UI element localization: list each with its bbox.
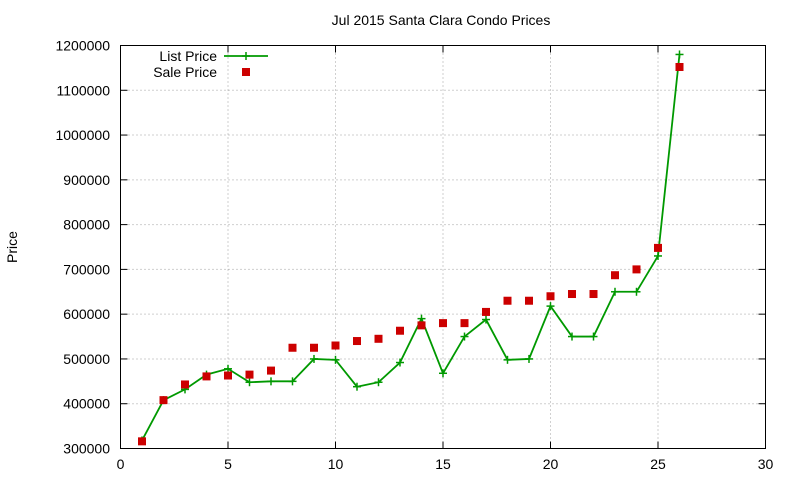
sale-price-point xyxy=(331,341,340,350)
y-tick-label: 300000 xyxy=(63,441,110,457)
sale-price-point xyxy=(396,326,404,335)
legend-marker-list-price xyxy=(242,52,250,60)
y-tick-label: 400000 xyxy=(63,396,110,412)
x-tick-label: 30 xyxy=(758,456,774,472)
axes: 300000 400000 500000 600000 700000 800000 9000… xyxy=(55,38,773,473)
sale-price-point xyxy=(374,334,383,343)
legend-marker-sale-price xyxy=(242,68,250,76)
list-price-point xyxy=(396,358,404,367)
list-price-point xyxy=(353,382,361,391)
sale-price-point xyxy=(589,290,598,299)
sale-price-point xyxy=(288,343,297,352)
sale-price-point xyxy=(525,296,533,305)
grid-lines xyxy=(120,45,766,449)
sale-price-point xyxy=(310,343,318,352)
sale-price-point xyxy=(460,319,469,328)
sale-price-point xyxy=(267,366,275,375)
list-price-point xyxy=(611,287,619,296)
sale-price-point xyxy=(181,380,189,389)
legend-label-sale-price: Sale Price xyxy=(153,64,217,80)
y-tick-label: 600000 xyxy=(63,306,110,322)
y-tick-label: 800000 xyxy=(63,217,110,233)
y-tick-label: 1000000 xyxy=(55,127,110,143)
sale-price-point xyxy=(611,271,619,280)
sale-price-point xyxy=(159,396,168,405)
list-price-point xyxy=(503,355,512,364)
y-tick-label: 900000 xyxy=(63,172,110,188)
y-axis-label: Price xyxy=(4,231,20,263)
list-price-point xyxy=(267,377,275,386)
sale-price-point xyxy=(224,371,232,380)
sale-price-point xyxy=(138,437,146,446)
list-price-line xyxy=(141,54,681,441)
list-price-point xyxy=(224,364,232,373)
sale-price-point xyxy=(202,372,211,381)
list-price-point xyxy=(546,302,555,311)
chart-title: Jul 2015 Santa Clara Condo Prices xyxy=(332,12,551,28)
list-price-point xyxy=(632,287,641,296)
x-tick-label: 0 xyxy=(117,456,125,472)
x-tick-label: 25 xyxy=(650,456,666,472)
sale-price-point xyxy=(568,290,576,299)
sale-price-point xyxy=(439,319,447,328)
list-price-point xyxy=(675,50,684,59)
x-tick-label: 15 xyxy=(435,456,451,472)
sale-price-point xyxy=(654,243,662,252)
legend-label-list-price: List Price xyxy=(159,48,217,64)
sale-price-series xyxy=(138,62,684,446)
list-price-point xyxy=(288,377,297,386)
list-price-point xyxy=(525,354,533,363)
sale-price-point xyxy=(417,321,426,330)
list-price-point xyxy=(439,369,447,378)
list-price-point xyxy=(568,332,576,341)
y-tick-label: 1100000 xyxy=(57,82,111,98)
list-price-point xyxy=(654,251,662,260)
sale-price-point xyxy=(245,370,254,379)
x-tick-label: 5 xyxy=(224,456,232,472)
y-tick-label: 500000 xyxy=(63,351,110,367)
sale-price-point xyxy=(482,307,490,316)
sale-price-point xyxy=(546,292,555,301)
list-price-point xyxy=(460,332,469,341)
list-price-point xyxy=(482,315,490,324)
sale-price-point xyxy=(353,337,361,346)
series-layer xyxy=(138,50,684,446)
y-tick-label: 1200000 xyxy=(55,38,110,54)
sale-price-point xyxy=(675,62,684,71)
list-price-point xyxy=(589,332,598,341)
x-tick-label: 20 xyxy=(543,456,559,472)
list-price-point xyxy=(331,355,340,364)
list-price-point xyxy=(374,378,383,387)
x-tick-label: 10 xyxy=(328,456,344,472)
list-price-point xyxy=(245,378,254,387)
list-price-point xyxy=(417,314,426,323)
sale-price-point xyxy=(503,296,512,305)
list-price-series xyxy=(138,50,684,445)
plot-frame xyxy=(120,45,766,449)
list-price-point xyxy=(310,354,318,363)
y-tick-label: 700000 xyxy=(63,261,110,277)
sale-price-point xyxy=(632,265,641,274)
